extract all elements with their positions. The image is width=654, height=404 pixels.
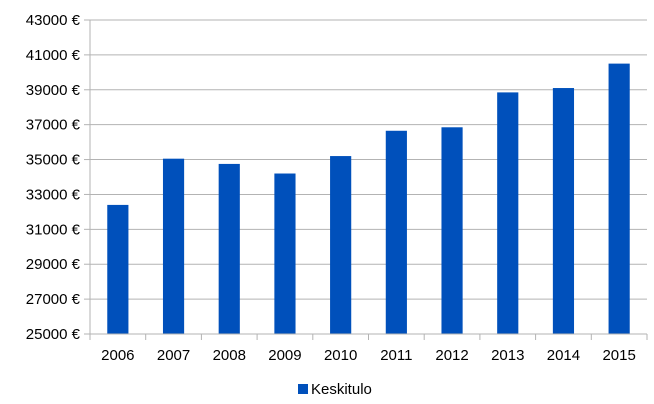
legend-item: Keskitulo — [298, 381, 372, 398]
bar-2006 — [107, 204, 129, 334]
legend: Keskitulo — [298, 381, 372, 398]
y-tick-label: 31000 € — [26, 221, 81, 238]
bar-2014 — [552, 88, 575, 335]
y-tick-label: 43000 € — [26, 12, 81, 29]
x-axis-tick-labels: 2006 2007 2008 2009 2010 2011 2012 2013 2014 2015 — [101, 347, 636, 364]
x-tick-label: 2009 — [268, 347, 301, 364]
bar-2015 — [608, 63, 630, 334]
x-tick-label: 2007 — [157, 347, 190, 364]
y-axis-tick-labels: 25000 € 27000 € 29000 € 31000 € 33000 € 35000… — [26, 12, 81, 343]
bar-2008 — [218, 163, 240, 334]
bar-2010 — [330, 156, 352, 334]
y-tick-label: 35000 € — [26, 152, 81, 169]
legend-label: Keskitulo — [311, 381, 372, 398]
x-tick-label: 2013 — [491, 347, 524, 364]
y-tick-label: 33000 € — [26, 186, 81, 203]
x-tick-label: 2015 — [602, 347, 635, 364]
y-tick-label: 37000 € — [26, 117, 81, 134]
x-tick-label: 2006 — [101, 347, 134, 364]
y-tick-label: 41000 € — [26, 47, 81, 64]
legend-swatch — [298, 384, 308, 394]
y-tick-label: 29000 € — [26, 256, 81, 273]
y-tick-label: 27000 € — [26, 291, 81, 308]
x-tick-label: 2008 — [213, 347, 246, 364]
x-tick-label: 2014 — [547, 347, 580, 364]
y-tick-label: 39000 € — [26, 82, 81, 99]
bar-2009 — [274, 173, 296, 334]
bar-2012 — [441, 127, 463, 335]
y-tick-label: 25000 € — [26, 326, 81, 343]
x-tick-label: 2011 — [380, 347, 412, 364]
bar-2007 — [162, 158, 185, 334]
bars — [107, 63, 630, 335]
axes — [84, 19, 648, 340]
x-tick-label: 2012 — [435, 347, 468, 364]
x-tick-label: 2010 — [324, 347, 357, 364]
bar-2013 — [497, 92, 519, 335]
bar-2011 — [385, 130, 407, 334]
